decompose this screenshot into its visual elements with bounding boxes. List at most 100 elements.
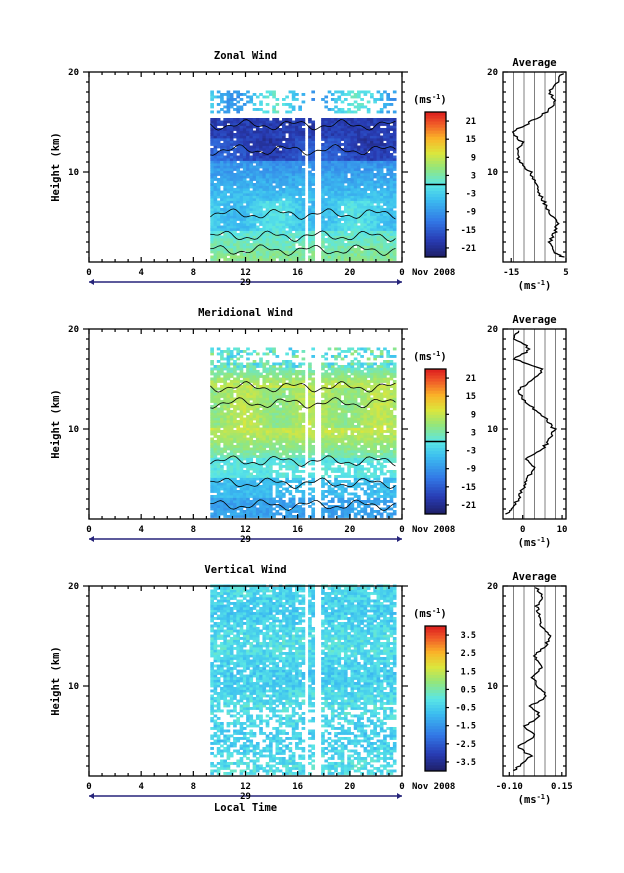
heatmap-cell — [242, 258, 247, 261]
colorbar-segment — [425, 178, 446, 182]
heatmap-cell — [350, 175, 355, 179]
heatmap-cell — [360, 188, 364, 191]
heatmap-cell — [337, 158, 342, 161]
heatmap-cell — [343, 93, 348, 96]
heatmap-cell — [226, 390, 231, 393]
heatmap-cell — [223, 215, 227, 219]
heatmap-cell — [210, 185, 214, 189]
heatmap-cell — [239, 350, 244, 353]
heatmap-cell — [236, 155, 241, 159]
heatmap-cell — [291, 148, 296, 151]
heatmap-cell — [268, 505, 273, 508]
heatmap-cell — [265, 425, 270, 428]
heatmap-cell — [295, 380, 299, 383]
heatmap-cell — [282, 447, 286, 451]
heatmap-cell — [275, 430, 280, 433]
heatmap-cell — [291, 128, 296, 131]
heatmap-cell — [327, 135, 332, 139]
colorbar-tick-label: -9 — [466, 208, 476, 218]
heatmap-cell — [275, 128, 280, 131]
heatmap-cell — [252, 240, 257, 244]
heatmap-cell — [278, 230, 283, 234]
heatmap-cell — [213, 195, 218, 199]
heatmap-cell — [272, 435, 276, 438]
heatmap-cell — [233, 193, 237, 196]
heatmap-cell — [334, 228, 338, 231]
heatmap-cell — [272, 93, 276, 96]
heatmap-cell — [268, 250, 273, 254]
heatmap-cell — [340, 218, 345, 221]
heatmap-cell — [272, 402, 276, 406]
heatmap-cell — [262, 165, 267, 169]
heatmap-cell — [353, 143, 358, 146]
heatmap-cell — [298, 380, 302, 383]
heatmap-cell — [272, 200, 276, 204]
heatmap-cell — [216, 255, 221, 259]
colorbar-segment — [425, 142, 446, 146]
heatmap-cell — [392, 123, 397, 126]
heatmap-cell — [220, 477, 224, 481]
heatmap-cell — [298, 213, 302, 216]
heatmap-cell — [262, 512, 267, 516]
heatmap-cell — [233, 380, 237, 383]
heatmap-cell — [360, 210, 364, 214]
heatmap-cell — [285, 118, 289, 121]
heatmap-cell — [379, 258, 384, 261]
heatmap-cell — [233, 510, 237, 513]
heatmap-cell — [288, 188, 293, 191]
heatmap-cell — [262, 352, 267, 356]
heatmap-cell — [379, 110, 384, 114]
heatmap-cell — [239, 143, 244, 146]
heatmap-cell — [259, 417, 263, 421]
heatmap-cell — [392, 140, 397, 144]
heatmap-cell — [282, 392, 286, 396]
heatmap-cell — [246, 123, 250, 126]
heatmap-cell — [226, 472, 231, 476]
heatmap-cell — [324, 123, 329, 126]
heatmap-cell — [295, 392, 299, 396]
heatmap-cell — [262, 365, 267, 368]
heatmap-cell — [239, 108, 244, 111]
heatmap-cell — [334, 153, 338, 156]
heatmap-cell — [259, 248, 263, 251]
heatmap-cell — [366, 140, 371, 144]
heatmap-cell — [229, 372, 234, 376]
heatmap-cell — [213, 470, 218, 473]
heatmap-cell — [226, 425, 231, 428]
heatmap-cell — [216, 253, 221, 256]
heatmap-cell — [272, 385, 276, 388]
heatmap-cell — [282, 188, 286, 191]
heatmap-cell — [213, 175, 218, 179]
heatmap-cell — [220, 155, 224, 159]
heatmap-cell — [340, 213, 345, 216]
heatmap-cell — [236, 175, 241, 179]
heatmap-cell — [389, 225, 394, 229]
heatmap-cell — [298, 173, 302, 176]
date-month-label: Nov 2008 — [412, 268, 455, 278]
heatmap-cell — [223, 155, 227, 159]
heatmap-cell — [252, 405, 257, 408]
heatmap-cell — [226, 500, 231, 503]
heatmap-cell — [223, 203, 227, 206]
heatmap-cell — [233, 143, 237, 146]
heatmap-cell — [337, 108, 342, 111]
heatmap-cell — [249, 255, 254, 259]
heatmap-cell — [282, 507, 286, 511]
heatmap-cell — [210, 350, 214, 353]
heatmap-cell — [357, 160, 361, 164]
heatmap-cell — [226, 205, 231, 209]
heatmap-cell — [343, 193, 348, 196]
heatmap-cell — [386, 118, 391, 121]
heatmap-cell — [285, 512, 289, 516]
heatmap-cell — [311, 190, 316, 194]
heatmap-cell — [226, 198, 231, 201]
heatmap-cell — [239, 500, 244, 503]
heatmap-cell — [239, 480, 244, 483]
heatmap-cell — [242, 140, 247, 144]
heatmap-cell — [242, 440, 247, 443]
heatmap-cell — [223, 190, 227, 194]
heatmap-cell — [298, 412, 302, 416]
heatmap-cell — [327, 188, 332, 191]
heatmap-cell — [226, 445, 231, 448]
heatmap-cell — [272, 120, 276, 124]
